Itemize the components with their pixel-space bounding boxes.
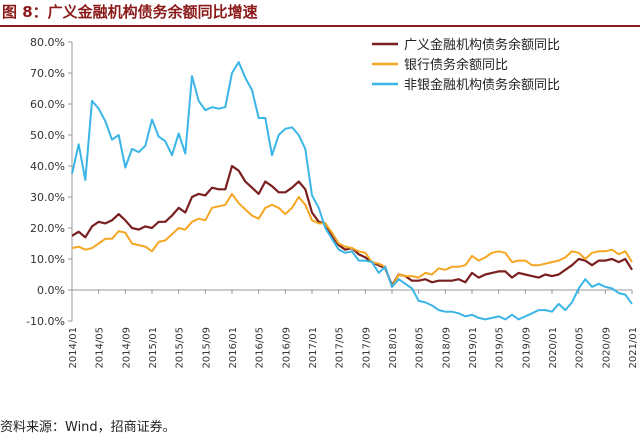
legend-label-2: 银行债务余额同比 — [404, 57, 508, 73]
x-tick-label: 2017/05 — [335, 327, 346, 369]
series-line-2 — [71, 192, 633, 288]
x-tick-label: 2018/01 — [388, 327, 399, 369]
y-tick-label: -10.0% — [26, 315, 65, 328]
x-tick-label: 2018/05 — [415, 327, 426, 369]
source-note: 资料来源：Wind，招商证券。 — [0, 420, 176, 435]
x-tick-label: 2015/05 — [175, 327, 186, 369]
y-tick-label: 40.0% — [30, 160, 65, 173]
x-tick-label: 2016/01 — [228, 327, 239, 369]
y-axis: -10.0% 0.0% 10.0% 20.0% 30.0% 40.0% 50.0% 60.0%… — [26, 36, 73, 328]
x-tick-label: 2015/09 — [201, 327, 212, 369]
series-line-1 — [71, 164, 633, 287]
x-tick-label: 2014/01 — [68, 327, 79, 369]
x-tick-label: 2020/01 — [548, 327, 559, 369]
x-tick-label: 2015/01 — [148, 327, 159, 369]
legend-label-1: 广义金融机构债务余额同比 — [404, 37, 560, 53]
y-tick-label: 60.0% — [30, 98, 65, 111]
y-tick-label: 20.0% — [30, 222, 65, 235]
x-tick-label: 2016/05 — [255, 327, 266, 369]
x-tick-label: 2019/09 — [521, 327, 532, 369]
legend-label-3: 非银金融机构债务余额同比 — [404, 77, 560, 93]
y-tick-label: 70.0% — [30, 67, 65, 80]
series-layer — [71, 61, 633, 321]
x-axis: 2014/01 2014/05 2014/09 2015/01 2015/05 2015/… — [68, 289, 639, 369]
line-chart: -10.0% 0.0% 10.0% 20.0% 30.0% 40.0% 50.0% 60.0%… — [26, 36, 639, 369]
title-rule — [0, 25, 640, 27]
y-tick-label: 0.0% — [37, 284, 65, 297]
x-tick-label: 2016/09 — [281, 327, 292, 369]
figure-title: 图 8：广义金融机构债务余额同比增速 — [2, 3, 258, 21]
x-tick-label: 2014/05 — [95, 327, 106, 369]
x-tick-label: 2017/01 — [308, 327, 319, 369]
x-tick-label: 2019/05 — [495, 327, 506, 369]
x-tick-label: 2020/05 — [575, 327, 586, 369]
x-tick-label: 2019/01 — [468, 327, 479, 369]
y-tick-label: 10.0% — [30, 253, 65, 266]
y-tick-label: 80.0% — [30, 36, 65, 49]
x-tick-label: 2014/09 — [121, 327, 132, 369]
y-tick-label: 30.0% — [30, 191, 65, 204]
x-tick-label: 2020/09 — [601, 327, 612, 369]
x-tick-label: 2017/09 — [361, 327, 372, 369]
x-tick-label: 2021/01 — [628, 327, 639, 369]
series-line-3 — [71, 61, 633, 321]
y-tick-label: 50.0% — [30, 129, 65, 142]
x-tick-label: 2018/09 — [441, 327, 452, 369]
